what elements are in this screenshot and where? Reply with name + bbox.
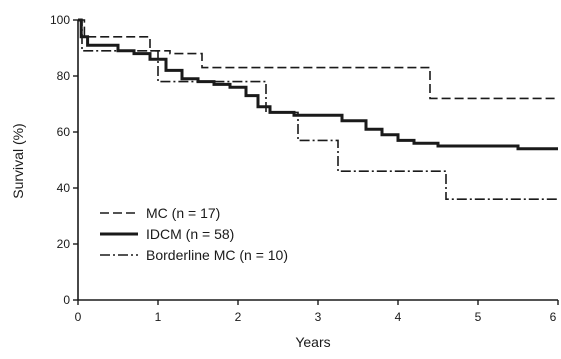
legend: MC (n = 17) IDCM (n = 58) Borderline MC (n… (100, 205, 288, 263)
legend-label-1: MC (n = 17) (146, 205, 220, 221)
x-tick-label: 1 (155, 310, 162, 324)
series-lines (78, 18, 558, 200)
y-tick-label: 40 (57, 181, 71, 195)
y-axis-title: Survival (%) (10, 123, 26, 198)
x-tick-label: 3 (315, 310, 322, 324)
x-tick-label: 0 (75, 310, 82, 324)
x-axis-title: Years (295, 334, 330, 350)
y-tick-label: 20 (57, 237, 71, 251)
x-tick-label: 4 (395, 310, 402, 324)
series-line-1 (78, 19, 558, 100)
x-tick-label: 6 (550, 310, 557, 324)
y-tick-label: 60 (57, 125, 71, 139)
y-tick-label: 100 (50, 13, 70, 27)
x-tick-label: 2 (235, 310, 242, 324)
legend-label-2: IDCM (n = 58) (146, 226, 234, 242)
x-tick-label: 5 (475, 310, 482, 324)
series-line-3 (78, 19, 558, 200)
series-line-2 (78, 18, 558, 151)
y-tick-label: 0 (63, 293, 70, 307)
legend-label-3: Borderline MC (n = 10) (146, 247, 288, 263)
y-tick-label: 80 (57, 69, 71, 83)
